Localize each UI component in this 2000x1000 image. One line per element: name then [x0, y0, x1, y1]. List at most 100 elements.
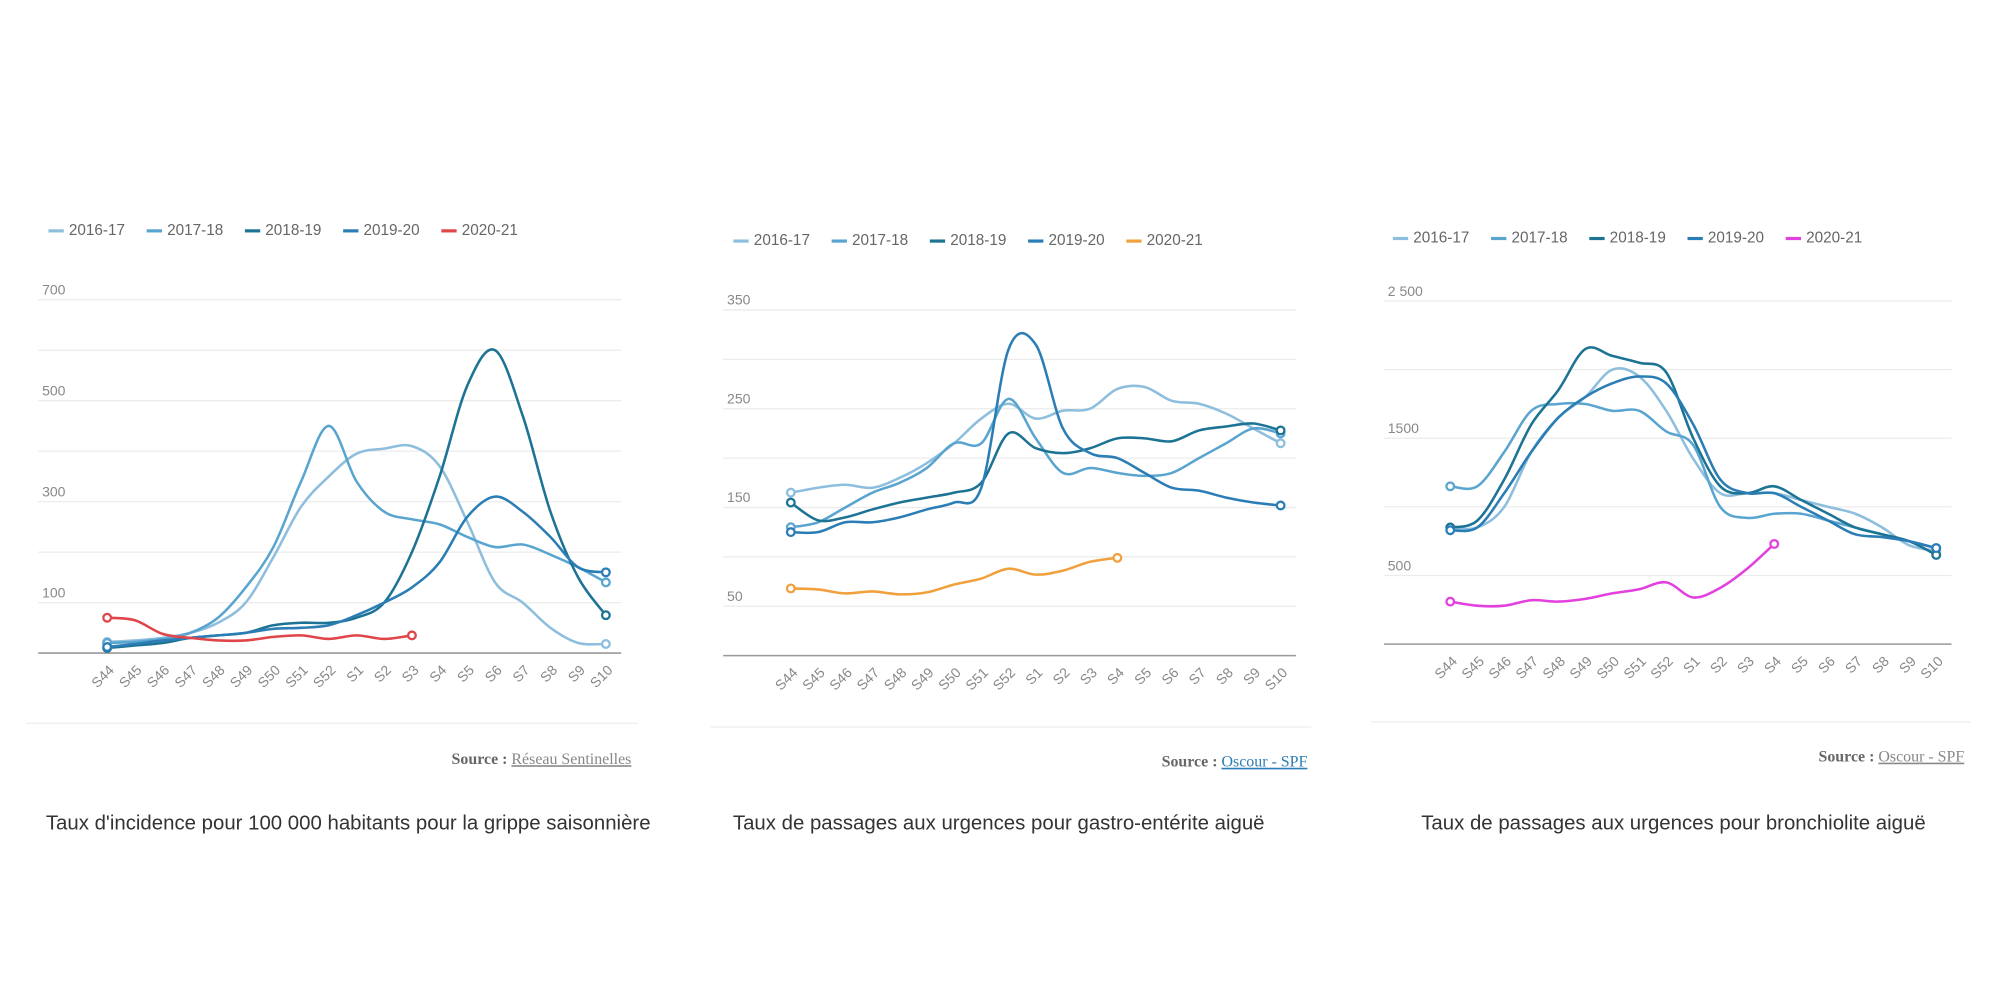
- x-tick-label: S44: [88, 662, 117, 691]
- caption: Taux de passages aux urgences pour gastr…: [733, 812, 1265, 834]
- x-tick-label: S52: [310, 662, 339, 691]
- x-tick-label: S3: [398, 662, 422, 686]
- end-marker: [785, 487, 796, 498]
- end-marker: [1931, 543, 1942, 554]
- x-tick-label: S8: [537, 662, 561, 686]
- series-line: [790, 331, 1281, 535]
- source-label: Source :: [1818, 748, 1874, 765]
- y-tick-label: 500: [1388, 557, 1412, 573]
- legend-label: 2020-21: [462, 222, 518, 239]
- legend-label: 2016-17: [754, 232, 810, 249]
- x-tick-label: S7: [1185, 664, 1209, 688]
- end-marker: [1275, 500, 1286, 511]
- x-tick-label: S10: [1261, 664, 1290, 693]
- x-tick-label: S1: [1022, 664, 1046, 688]
- x-tick-label: S4: [1761, 653, 1785, 677]
- series-line: [790, 556, 1118, 596]
- x-tick-label: S45: [116, 662, 145, 691]
- source-link: Réseau Sentinelles: [511, 751, 631, 768]
- y-tick-label: 100: [42, 584, 66, 600]
- x-tick-label: S10: [587, 662, 616, 691]
- x-tick-label: S46: [826, 664, 855, 693]
- x-tick-label: S47: [853, 664, 882, 693]
- end-marker: [600, 567, 611, 578]
- series-line: [107, 495, 607, 649]
- x-tick-label: S8: [1213, 664, 1237, 688]
- end-marker: [1445, 481, 1456, 492]
- y-tick-label: 2 500: [1388, 283, 1423, 299]
- y-tick-label: 300: [42, 483, 66, 499]
- legend-label: 2019-20: [1708, 230, 1764, 247]
- legend-label: 2018-19: [1610, 230, 1666, 247]
- caption: Taux de passages aux urgences pour bronc…: [1421, 812, 1925, 834]
- x-tick-label: S2: [1707, 653, 1731, 677]
- legend-label: 2017-18: [852, 232, 908, 249]
- series-line: [107, 616, 413, 643]
- x-tick-label: S51: [962, 664, 991, 693]
- y-tick-label: 500: [42, 382, 66, 398]
- x-tick-label: S48: [1539, 653, 1568, 682]
- series-line: [1449, 346, 1937, 557]
- end-marker: [600, 610, 611, 621]
- x-tick-label: S47: [171, 662, 200, 691]
- legend-label: 2018-19: [950, 232, 1006, 249]
- end-marker: [1275, 438, 1286, 449]
- x-tick-label: S10: [1917, 653, 1946, 682]
- x-tick-label: S52: [1647, 653, 1676, 682]
- end-marker: [785, 583, 796, 594]
- end-marker: [1112, 552, 1123, 563]
- x-tick-label: S5: [1131, 664, 1155, 688]
- series-line: [790, 384, 1282, 494]
- x-tick-label: S4: [426, 662, 450, 686]
- x-tick-label: S9: [1240, 664, 1264, 688]
- x-tick-label: S45: [1458, 653, 1487, 682]
- y-tick-label: 250: [727, 390, 751, 406]
- x-tick-label: S44: [1431, 653, 1460, 682]
- source-link: Oscour - SPF: [1221, 753, 1307, 770]
- end-marker: [102, 612, 113, 623]
- x-tick-label: S7: [1842, 653, 1866, 677]
- x-tick-label: S8: [1869, 653, 1893, 677]
- x-tick-label: S52: [989, 664, 1018, 693]
- y-tick-label: 150: [727, 489, 751, 505]
- x-tick-label: S6: [481, 662, 505, 686]
- end-marker: [785, 527, 796, 538]
- series-line: [107, 424, 607, 645]
- x-tick-label: S1: [343, 662, 367, 686]
- legend-label: 2018-19: [265, 222, 321, 239]
- end-marker: [1275, 425, 1286, 436]
- end-marker: [785, 497, 796, 508]
- end-marker: [102, 642, 113, 652]
- legend-label: 2020-21: [1806, 230, 1862, 247]
- end-marker: [1445, 525, 1456, 536]
- legend-label: 2016-17: [69, 222, 125, 239]
- legend-label: 2020-21: [1147, 232, 1203, 249]
- end-marker: [1445, 596, 1456, 607]
- x-tick-label: S44: [772, 664, 801, 693]
- x-tick-label: S4: [1104, 664, 1128, 688]
- legend-label: 2017-18: [167, 222, 223, 239]
- x-tick-label: S49: [908, 664, 937, 693]
- series-line: [790, 422, 1281, 523]
- x-tick-label: S5: [454, 662, 478, 686]
- x-tick-label: S9: [565, 662, 589, 686]
- series-line: [1450, 543, 1776, 608]
- end-marker: [600, 577, 611, 588]
- series-line: [1450, 375, 1937, 550]
- x-tick-label: S48: [199, 662, 228, 691]
- x-tick-label: S2: [1049, 664, 1073, 688]
- x-tick-label: S49: [227, 662, 256, 691]
- x-tick-label: S50: [935, 664, 964, 693]
- x-tick-label: S51: [1620, 653, 1649, 682]
- series-line: [790, 397, 1281, 529]
- source: Source : Oscour - SPF: [1818, 748, 1964, 765]
- y-tick-label: 700: [42, 282, 66, 298]
- end-marker: [600, 639, 611, 649]
- source-link: Oscour - SPF: [1878, 748, 1964, 765]
- x-tick-label: S49: [1566, 653, 1595, 682]
- x-tick-label: S3: [1734, 653, 1758, 677]
- x-tick-label: S48: [881, 664, 910, 693]
- source-label: Source :: [452, 751, 508, 768]
- source: Source : Oscour - SPF: [1162, 753, 1308, 770]
